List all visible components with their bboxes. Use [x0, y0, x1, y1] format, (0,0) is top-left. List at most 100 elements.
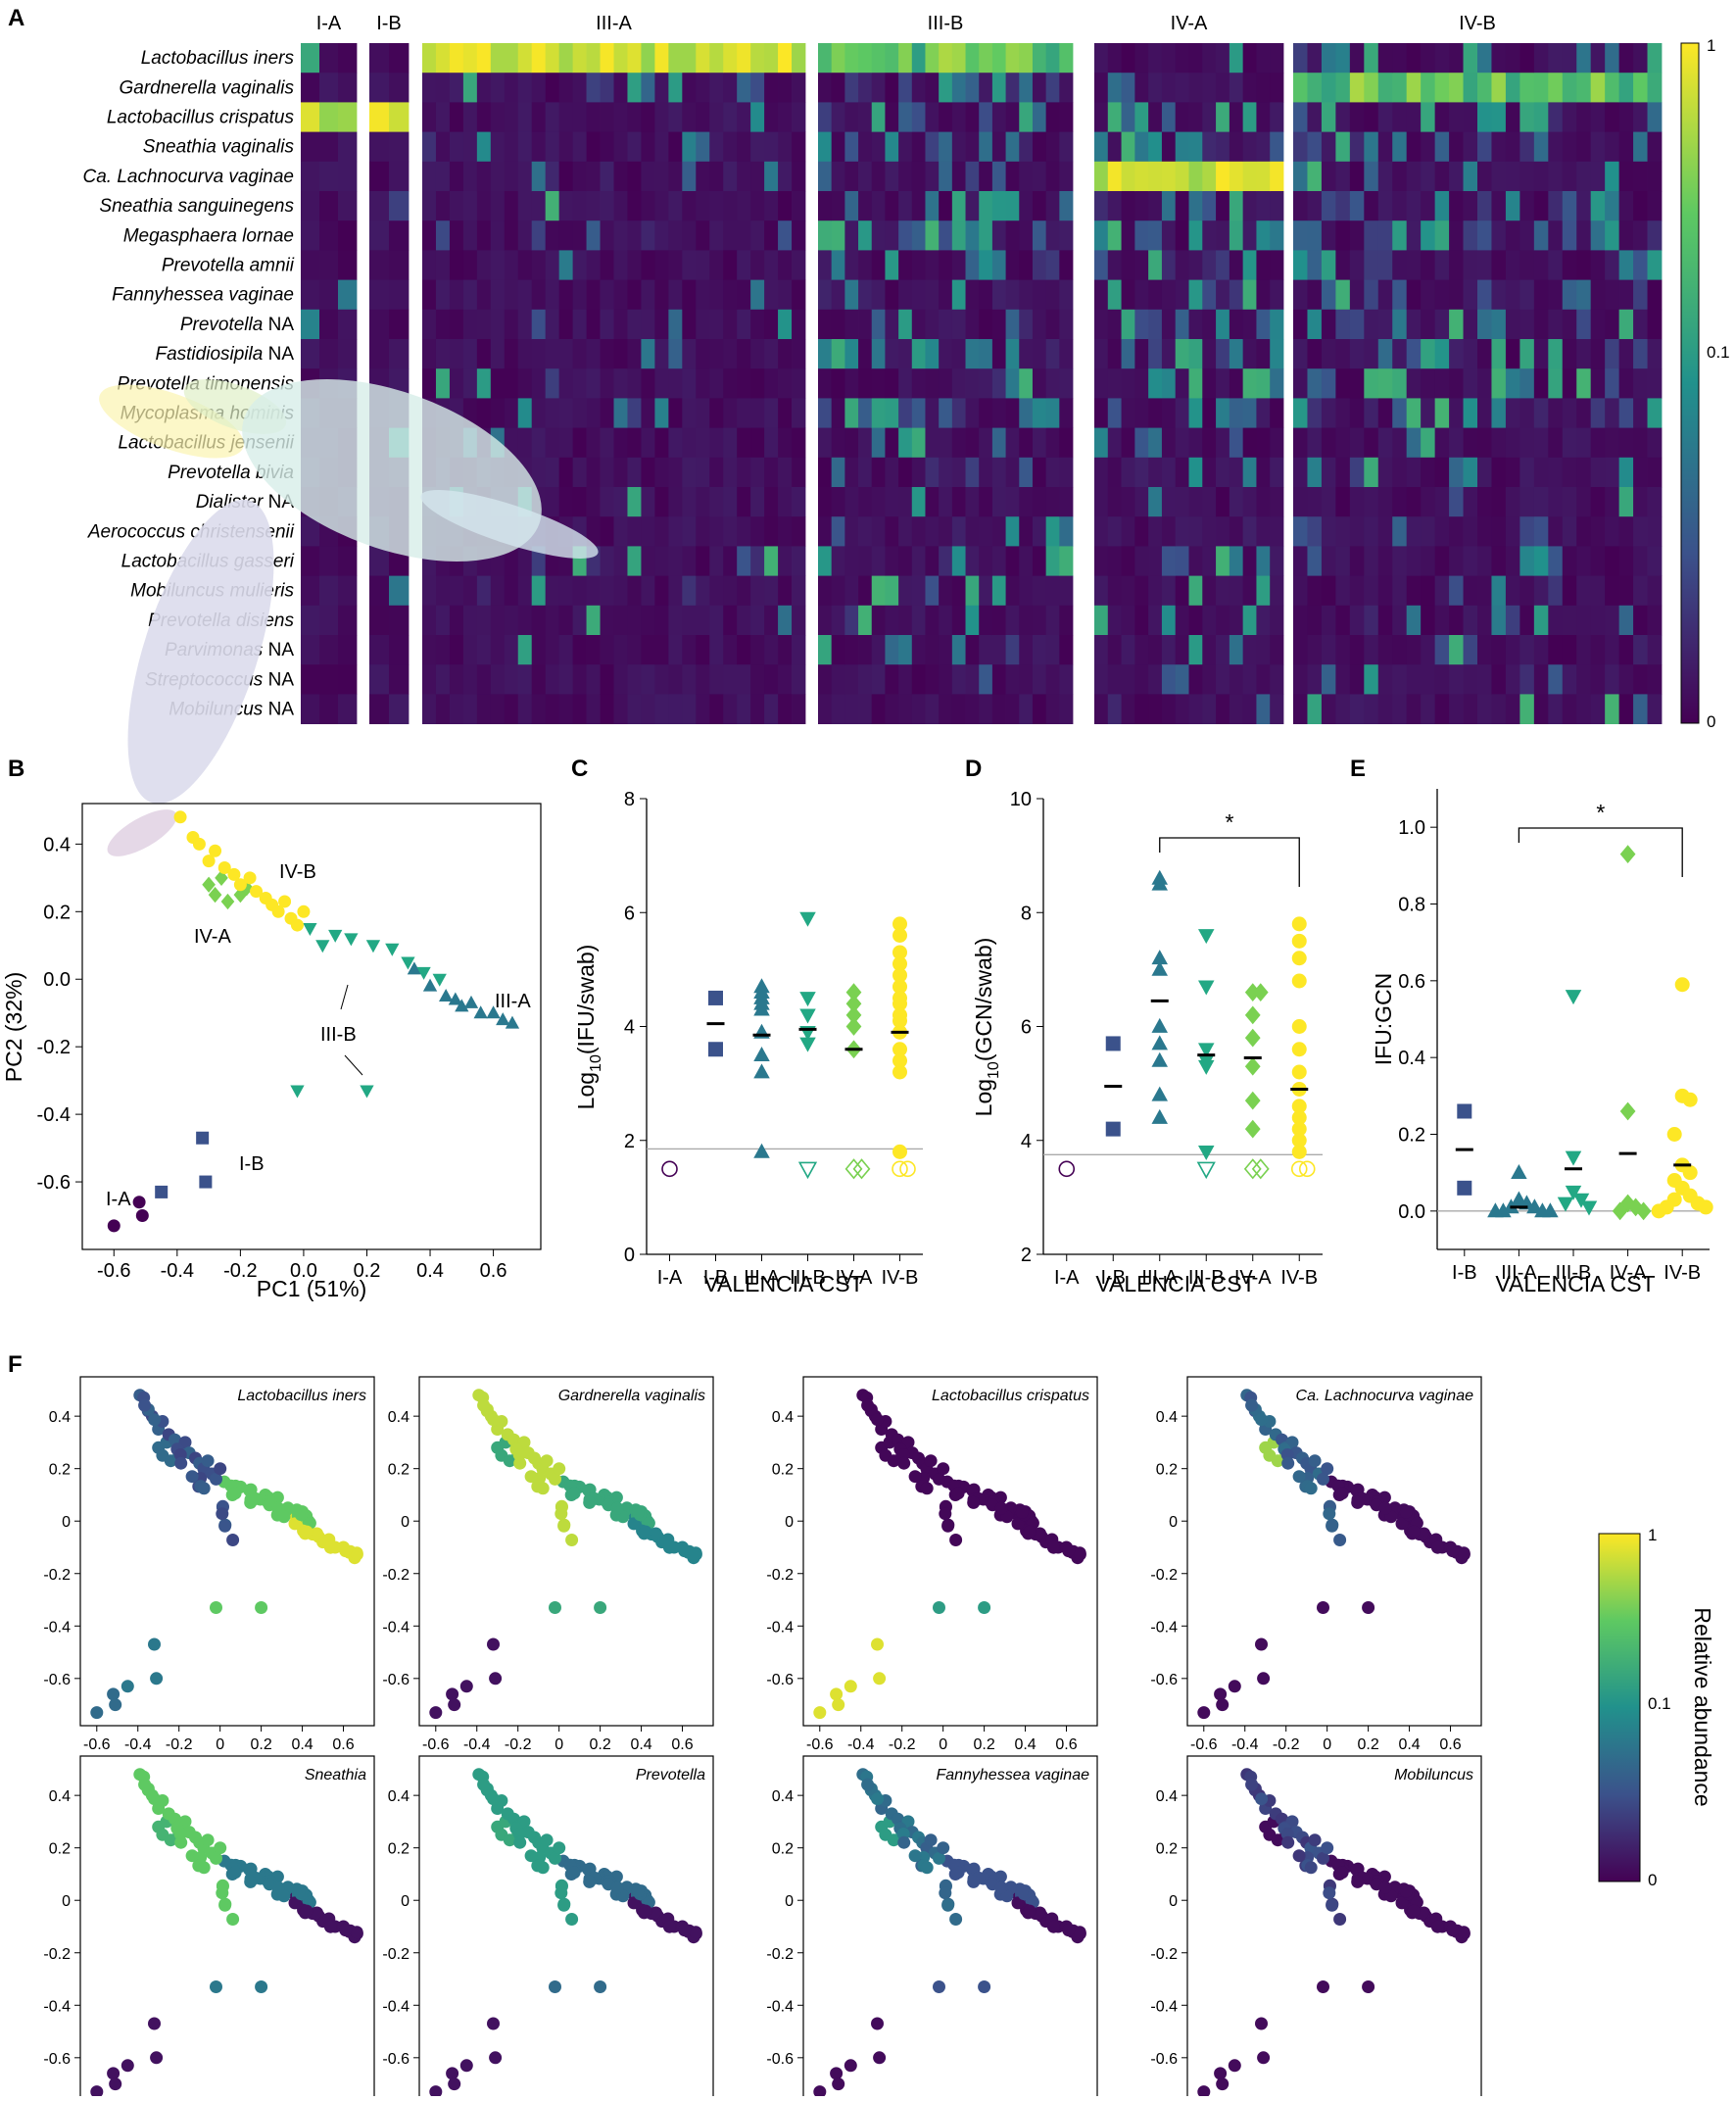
heatmap-cell [1519, 694, 1535, 724]
heatmap-cell [545, 43, 560, 73]
heatmap-cell [1377, 102, 1393, 132]
heatmap-cell [792, 457, 806, 488]
heatmap-cell [965, 605, 980, 636]
heatmap-cell [1094, 575, 1109, 607]
heatmap-cell [682, 635, 697, 665]
heatmap-cell [1406, 102, 1422, 132]
heatmap-cell [1032, 279, 1047, 311]
panel-f-point [1457, 1546, 1471, 1560]
heatmap-cell [1406, 73, 1422, 103]
heatmap-cell [1293, 220, 1308, 251]
heatmap-cell [778, 427, 793, 459]
heatmap-cell [1019, 546, 1034, 576]
panel-b-label-iii-b: III-B [320, 1024, 357, 1046]
panel-f-point [1317, 1851, 1329, 1865]
heatmap-cell [844, 73, 859, 103]
heatmap-cell [1605, 191, 1620, 221]
panel-f-point [1304, 1861, 1318, 1875]
data-point [892, 996, 907, 1011]
panel-f-point [873, 1672, 887, 1686]
heatmap-group-label: I-A [316, 13, 342, 34]
data-point [1151, 1086, 1168, 1101]
heatmap-cell [1107, 339, 1122, 369]
panel-b-point [473, 1005, 488, 1019]
heatmap-cell [1229, 191, 1244, 221]
panel-b-point [303, 923, 317, 937]
heatmap-cell [1562, 457, 1577, 488]
data-point [1198, 1146, 1215, 1160]
heatmap-cell [449, 250, 464, 280]
heatmap-cell [951, 73, 966, 103]
heatmap-cell [792, 635, 806, 665]
heatmap-cell [1576, 664, 1592, 695]
heatmap-cell [1256, 635, 1271, 665]
heatmap-cell [338, 664, 358, 695]
heatmap-cell [792, 368, 806, 399]
heatmap-cell [898, 73, 913, 103]
heatmap-cell [558, 191, 573, 221]
heatmap-cell [723, 368, 738, 399]
heatmap-cell [1449, 605, 1464, 636]
heatmap-cell [654, 161, 669, 192]
panel-f-ytick-label: 0.4 [49, 1788, 71, 1805]
heatmap-cell [531, 605, 547, 636]
heatmap-cell [1256, 605, 1271, 636]
panel-f-point [1216, 2077, 1230, 2091]
heatmap-cell [654, 664, 669, 695]
heatmap-cell [1590, 191, 1606, 221]
heatmap-cell [572, 398, 587, 428]
heatmap-cell [925, 73, 940, 103]
heatmap-cell [898, 220, 913, 251]
panel-b-point [135, 1209, 149, 1223]
heatmap-cell [764, 102, 779, 132]
heatmap-cell [613, 605, 628, 636]
heatmap-cell [641, 398, 655, 428]
heatmap-group-label: I-B [376, 13, 402, 34]
heatmap-cell [490, 339, 506, 369]
heatmap-cell [422, 131, 437, 163]
panel-b-point [385, 943, 400, 956]
heatmap-cell [1449, 43, 1464, 73]
heatmap-cell [1349, 131, 1365, 163]
heatmap-cell [572, 664, 587, 695]
heatmap-cell [369, 309, 390, 340]
panel-f-ytick-label: 0.2 [772, 1462, 794, 1479]
heatmap-cell [898, 250, 913, 280]
heatmap-cell [1005, 73, 1020, 103]
heatmap-cell [389, 339, 410, 369]
heatmap-cell [1005, 161, 1020, 192]
heatmap-cell [1307, 43, 1323, 73]
heatmap-cell [939, 339, 953, 369]
heatmap-cell [1032, 457, 1047, 488]
heatmap-cell [737, 73, 751, 103]
panel-f-point [1321, 1841, 1334, 1855]
heatmap-cell [319, 575, 339, 607]
heatmap-cell [1605, 309, 1620, 340]
heatmap-cell [1477, 161, 1492, 192]
heatmap-cell [696, 309, 710, 340]
heatmap-cell [1256, 516, 1271, 547]
data-point [1612, 1201, 1628, 1221]
heatmap-cell [792, 664, 806, 695]
heatmap-cell [951, 339, 966, 369]
heatmap-cell [764, 73, 779, 103]
heatmap-cell [1633, 635, 1648, 665]
heatmap-cell [1005, 43, 1020, 73]
heatmap-row-label: Ca. Lachnocurva vaginae [83, 167, 294, 187]
heatmap-cell [858, 161, 873, 192]
heatmap-cell [1107, 368, 1122, 399]
heatmap-cell [858, 398, 873, 428]
heatmap-cell [1229, 516, 1244, 547]
panel-b-point [290, 1085, 305, 1099]
heatmap-cell [939, 398, 953, 428]
heatmap-cell [1202, 487, 1217, 517]
heatmap-cell [462, 635, 478, 665]
heatmap-cell [818, 427, 833, 459]
heatmap-cell [1590, 43, 1606, 73]
heatmap-cell [462, 339, 478, 369]
heatmap-cell [682, 694, 697, 724]
heatmap-cell [1202, 398, 1217, 428]
heatmap-cell [1364, 694, 1379, 724]
heatmap-cell [490, 73, 506, 103]
panel-f-xtick-label: 0.2 [589, 1736, 610, 1753]
